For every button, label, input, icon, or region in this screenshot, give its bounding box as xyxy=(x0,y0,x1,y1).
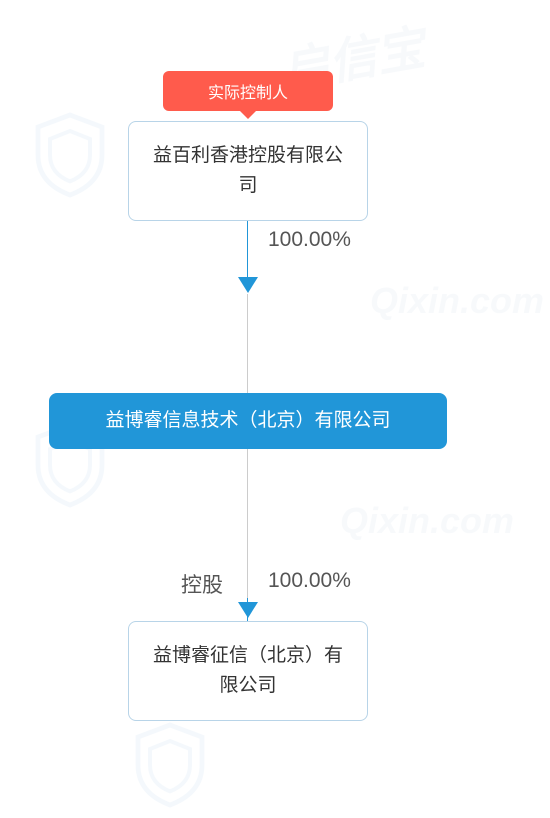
badge-pointer-icon xyxy=(238,109,258,119)
entity-node-label: 益博睿信息技术（北京）有限公司 xyxy=(105,406,390,436)
controller-badge: 实际控制人 xyxy=(163,71,333,111)
entity-node-child: 益博睿征信（北京）有限公司 xyxy=(128,621,368,721)
edge-line xyxy=(247,294,248,393)
entity-node-focus: 益博睿信息技术（北京）有限公司 xyxy=(49,393,447,449)
edge-percent-label: 100.00% xyxy=(268,228,351,252)
edge-line xyxy=(247,221,248,279)
edge-percent-label: 100.00% xyxy=(268,569,351,593)
arrow-down-icon xyxy=(238,277,258,293)
entity-node-parent: 益百利香港控股有限公司 xyxy=(128,121,368,221)
entity-node-label: 益百利香港控股有限公司 xyxy=(145,141,351,202)
controller-badge-label: 实际控制人 xyxy=(208,79,288,103)
arrow-down-icon xyxy=(238,602,258,618)
edge-line xyxy=(247,449,248,598)
edge-relation-label: 控股 xyxy=(181,569,223,599)
entity-node-label: 益博睿征信（北京）有限公司 xyxy=(145,641,351,702)
ownership-diagram: 实际控制人 益百利香港控股有限公司 100.00% 益博睿信息技术（北京）有限公… xyxy=(0,0,550,818)
